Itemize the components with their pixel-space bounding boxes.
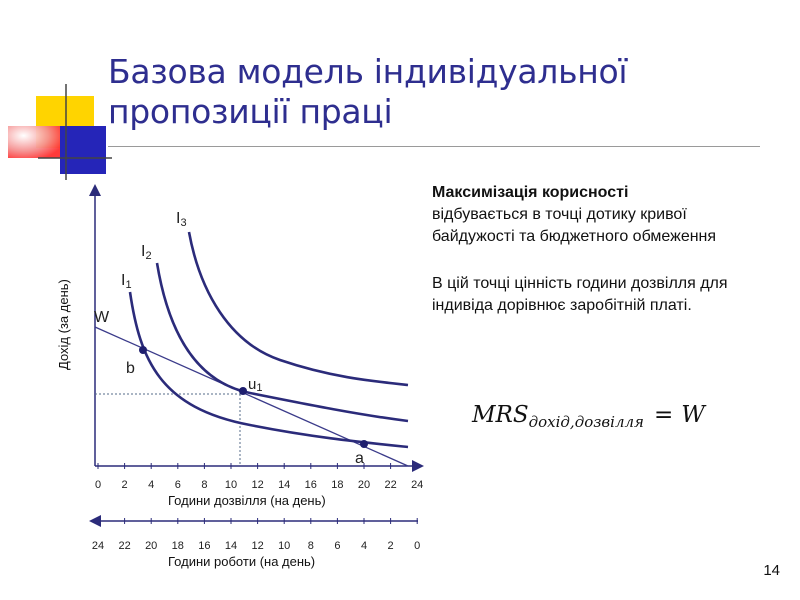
title-line-1: Базова модель індивідуальної: [108, 52, 628, 91]
label-u1: u1: [248, 376, 262, 394]
work-axis-tick-label: 22: [118, 540, 130, 552]
work-axis-tick-label: 24: [92, 540, 104, 552]
formula-rhs: W: [681, 402, 705, 428]
x-axis-tick-label: 18: [331, 479, 343, 491]
point-b: [139, 346, 147, 354]
decorative-corner-squares: [8, 84, 112, 180]
explanation-paragraph-1: Максимізація корисності відбувається в т…: [432, 182, 772, 248]
explanation-text: Максимізація корисності відбувається в т…: [432, 182, 772, 317]
x-axis-tick-label: 0: [95, 479, 101, 491]
work-axis-label: Години роботи (на день): [168, 554, 315, 569]
x-axis-tick-label: 20: [358, 479, 370, 491]
x-axis-tick-label: 8: [201, 479, 207, 491]
work-axis-tick-label: 8: [308, 540, 314, 552]
work-axis-tick-label: 12: [251, 540, 263, 552]
labor-supply-diagram: Дохід (за день) 0 2 4 6 8 10 12 14 16 18 20 22 24 Го…: [56, 184, 424, 569]
x-axis-tick-label: 16: [305, 479, 317, 491]
point-a: [360, 440, 368, 448]
formula-lhs: MRS: [472, 402, 529, 428]
x-axis-tick-labels: 0 2 4 6 8 10 12 14 16 18 20 22 24: [95, 479, 423, 491]
mrs-formula: MRSдохід,дозвілля = W: [472, 402, 705, 442]
label-a: a: [355, 450, 364, 467]
x-axis-tick-label: 22: [384, 479, 396, 491]
page-number: 14: [763, 562, 780, 579]
explanation-body-1: відбувається в точці дотику кривої байду…: [432, 206, 717, 245]
work-axis-tick-label: 2: [388, 540, 394, 552]
title-underline: [108, 146, 760, 147]
x-axis-tick-label: 4: [148, 479, 154, 491]
x-axis-tick-label: 6: [175, 479, 181, 491]
label-i1: I1: [121, 272, 132, 291]
work-axis-tick-label: 20: [145, 540, 157, 552]
label-budget-w: W: [94, 309, 110, 326]
formula-subscript: дохід,дозвілля: [528, 413, 644, 431]
work-axis-tick-labels: 24 22 20 18 16 14 12 10 8 6 4 2 0: [92, 540, 420, 552]
formula-equals: =: [653, 402, 674, 428]
indifference-curve-i1: [128, 291, 409, 449]
budget-line: [94, 326, 409, 467]
explanation-paragraph-2: В цій точці цінність години дозвілля для…: [432, 275, 728, 314]
blue-square: [60, 126, 106, 174]
explanation-heading: Максимізація корисності: [432, 184, 629, 201]
label-b: b: [126, 360, 135, 377]
x-axis-tick-label: 24: [411, 479, 423, 491]
indifference-curve-i3: [187, 231, 409, 387]
title-line-2: пропозиції праці: [108, 92, 393, 131]
red-gradient-square: [8, 126, 60, 158]
slide-title: Базова модель індивідуальної пропозиції …: [108, 52, 768, 132]
work-axis-tick-label: 16: [198, 540, 210, 552]
label-i3: I3: [176, 210, 187, 229]
x-axis-ticks: [97, 463, 418, 469]
work-axis-ticks: [97, 518, 418, 524]
x-axis-label: Години дозвілля (на день): [168, 493, 326, 508]
point-u1: [239, 387, 247, 395]
work-axis-tick-label: 14: [225, 540, 237, 552]
work-axis-tick-label: 4: [361, 540, 367, 552]
x-axis-tick-label: 2: [122, 479, 128, 491]
label-i2: I2: [141, 243, 152, 262]
indifference-curve-i2: [155, 262, 409, 423]
x-axis-tick-label: 10: [225, 479, 237, 491]
work-axis-tick-label: 6: [334, 540, 340, 552]
x-axis-tick-label: 12: [251, 479, 263, 491]
work-axis-tick-label: 10: [278, 540, 290, 552]
work-axis-tick-label: 18: [172, 540, 184, 552]
x-axis-tick-label: 14: [278, 479, 290, 491]
y-axis-label: Дохід (за день): [56, 279, 71, 370]
work-axis-tick-label: 0: [414, 540, 420, 552]
